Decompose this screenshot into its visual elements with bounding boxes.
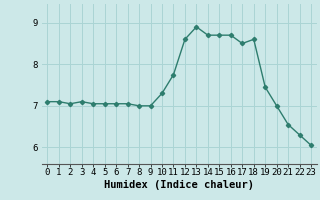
X-axis label: Humidex (Indice chaleur): Humidex (Indice chaleur)	[104, 180, 254, 190]
